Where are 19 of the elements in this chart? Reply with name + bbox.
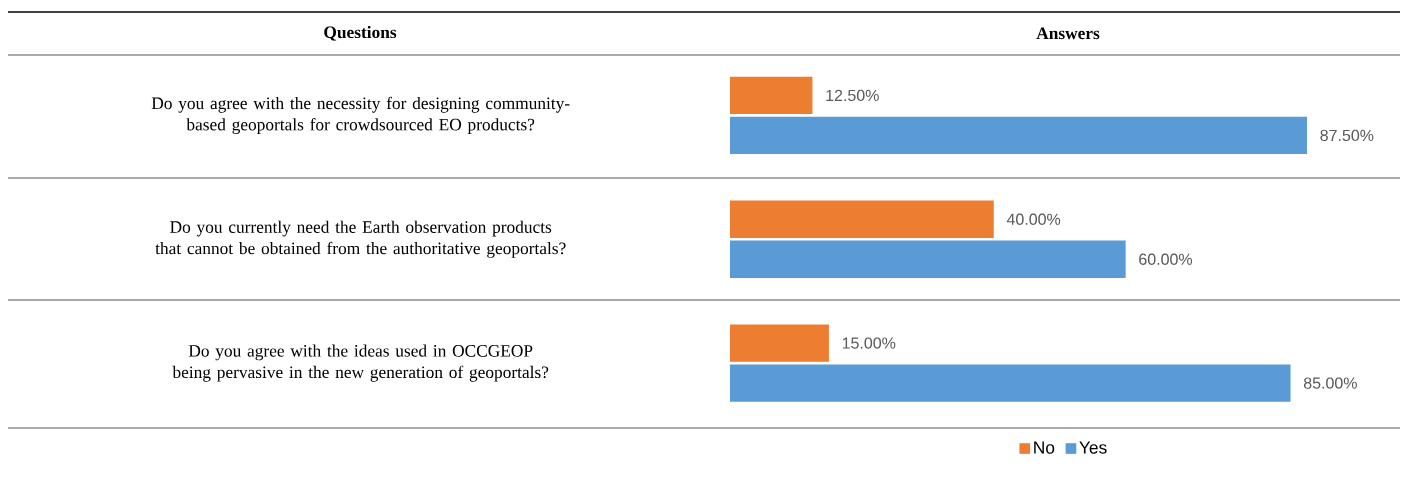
data-label: 40.00% bbox=[1006, 213, 1061, 225]
bar bbox=[730, 240, 1126, 278]
bar bbox=[730, 76, 813, 115]
bar bbox=[730, 200, 994, 238]
bar bbox=[730, 116, 1308, 155]
data-label: 85.00% bbox=[1303, 377, 1357, 389]
data-label: 87.50% bbox=[1320, 129, 1374, 142]
data-label: 60.00% bbox=[1139, 253, 1193, 265]
y-tick-label: Do you agree with the ideas used in OCCGEOP being pervasive in the new generation of geoportals? bbox=[172, 344, 549, 382]
bar bbox=[730, 364, 1291, 402]
data-label: 15.00% bbox=[842, 337, 896, 349]
y-tick-label: Do you currently need the Earth observation products that cannot be obtained from the authoritative geoportals? bbox=[155, 220, 566, 258]
y-tick-label: Do you agree with the necessity for designing community-based geoportals for crowdsourced EO products? bbox=[151, 96, 570, 135]
text: Answers bbox=[1036, 27, 1100, 40]
legend-label: Yes bbox=[1079, 441, 1107, 454]
bar bbox=[730, 324, 829, 362]
data-label: 12.50% bbox=[826, 89, 879, 102]
text: Questions bbox=[324, 25, 397, 41]
legend-label: No bbox=[1034, 441, 1055, 454]
